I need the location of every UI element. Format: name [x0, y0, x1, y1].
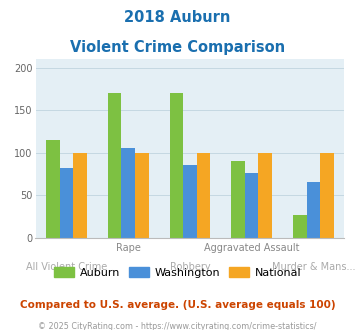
Bar [60, 168, 73, 238]
Bar [108, 93, 121, 238]
Bar [73, 153, 87, 238]
Text: Robbery: Robbery [170, 262, 210, 272]
Bar [121, 148, 135, 238]
Legend: Auburn, Washington, National: Auburn, Washington, National [49, 263, 306, 282]
Bar [293, 215, 307, 238]
Bar [170, 93, 183, 238]
Text: © 2025 CityRating.com - https://www.cityrating.com/crime-statistics/: © 2025 CityRating.com - https://www.city… [38, 322, 317, 330]
Bar [197, 153, 210, 238]
Bar [307, 182, 320, 238]
Bar [46, 140, 60, 238]
Bar [245, 173, 258, 238]
Text: Murder & Mans...: Murder & Mans... [272, 262, 355, 272]
Bar [231, 161, 245, 238]
Text: 2018 Auburn: 2018 Auburn [124, 10, 231, 25]
Text: Aggravated Assault: Aggravated Assault [204, 243, 300, 252]
Bar [183, 165, 197, 238]
Bar [135, 153, 148, 238]
Bar [258, 153, 272, 238]
Text: Compared to U.S. average. (U.S. average equals 100): Compared to U.S. average. (U.S. average … [20, 300, 335, 310]
Bar [320, 153, 334, 238]
Text: Rape: Rape [116, 243, 141, 252]
Text: All Violent Crime: All Violent Crime [26, 262, 107, 272]
Text: Violent Crime Comparison: Violent Crime Comparison [70, 40, 285, 54]
